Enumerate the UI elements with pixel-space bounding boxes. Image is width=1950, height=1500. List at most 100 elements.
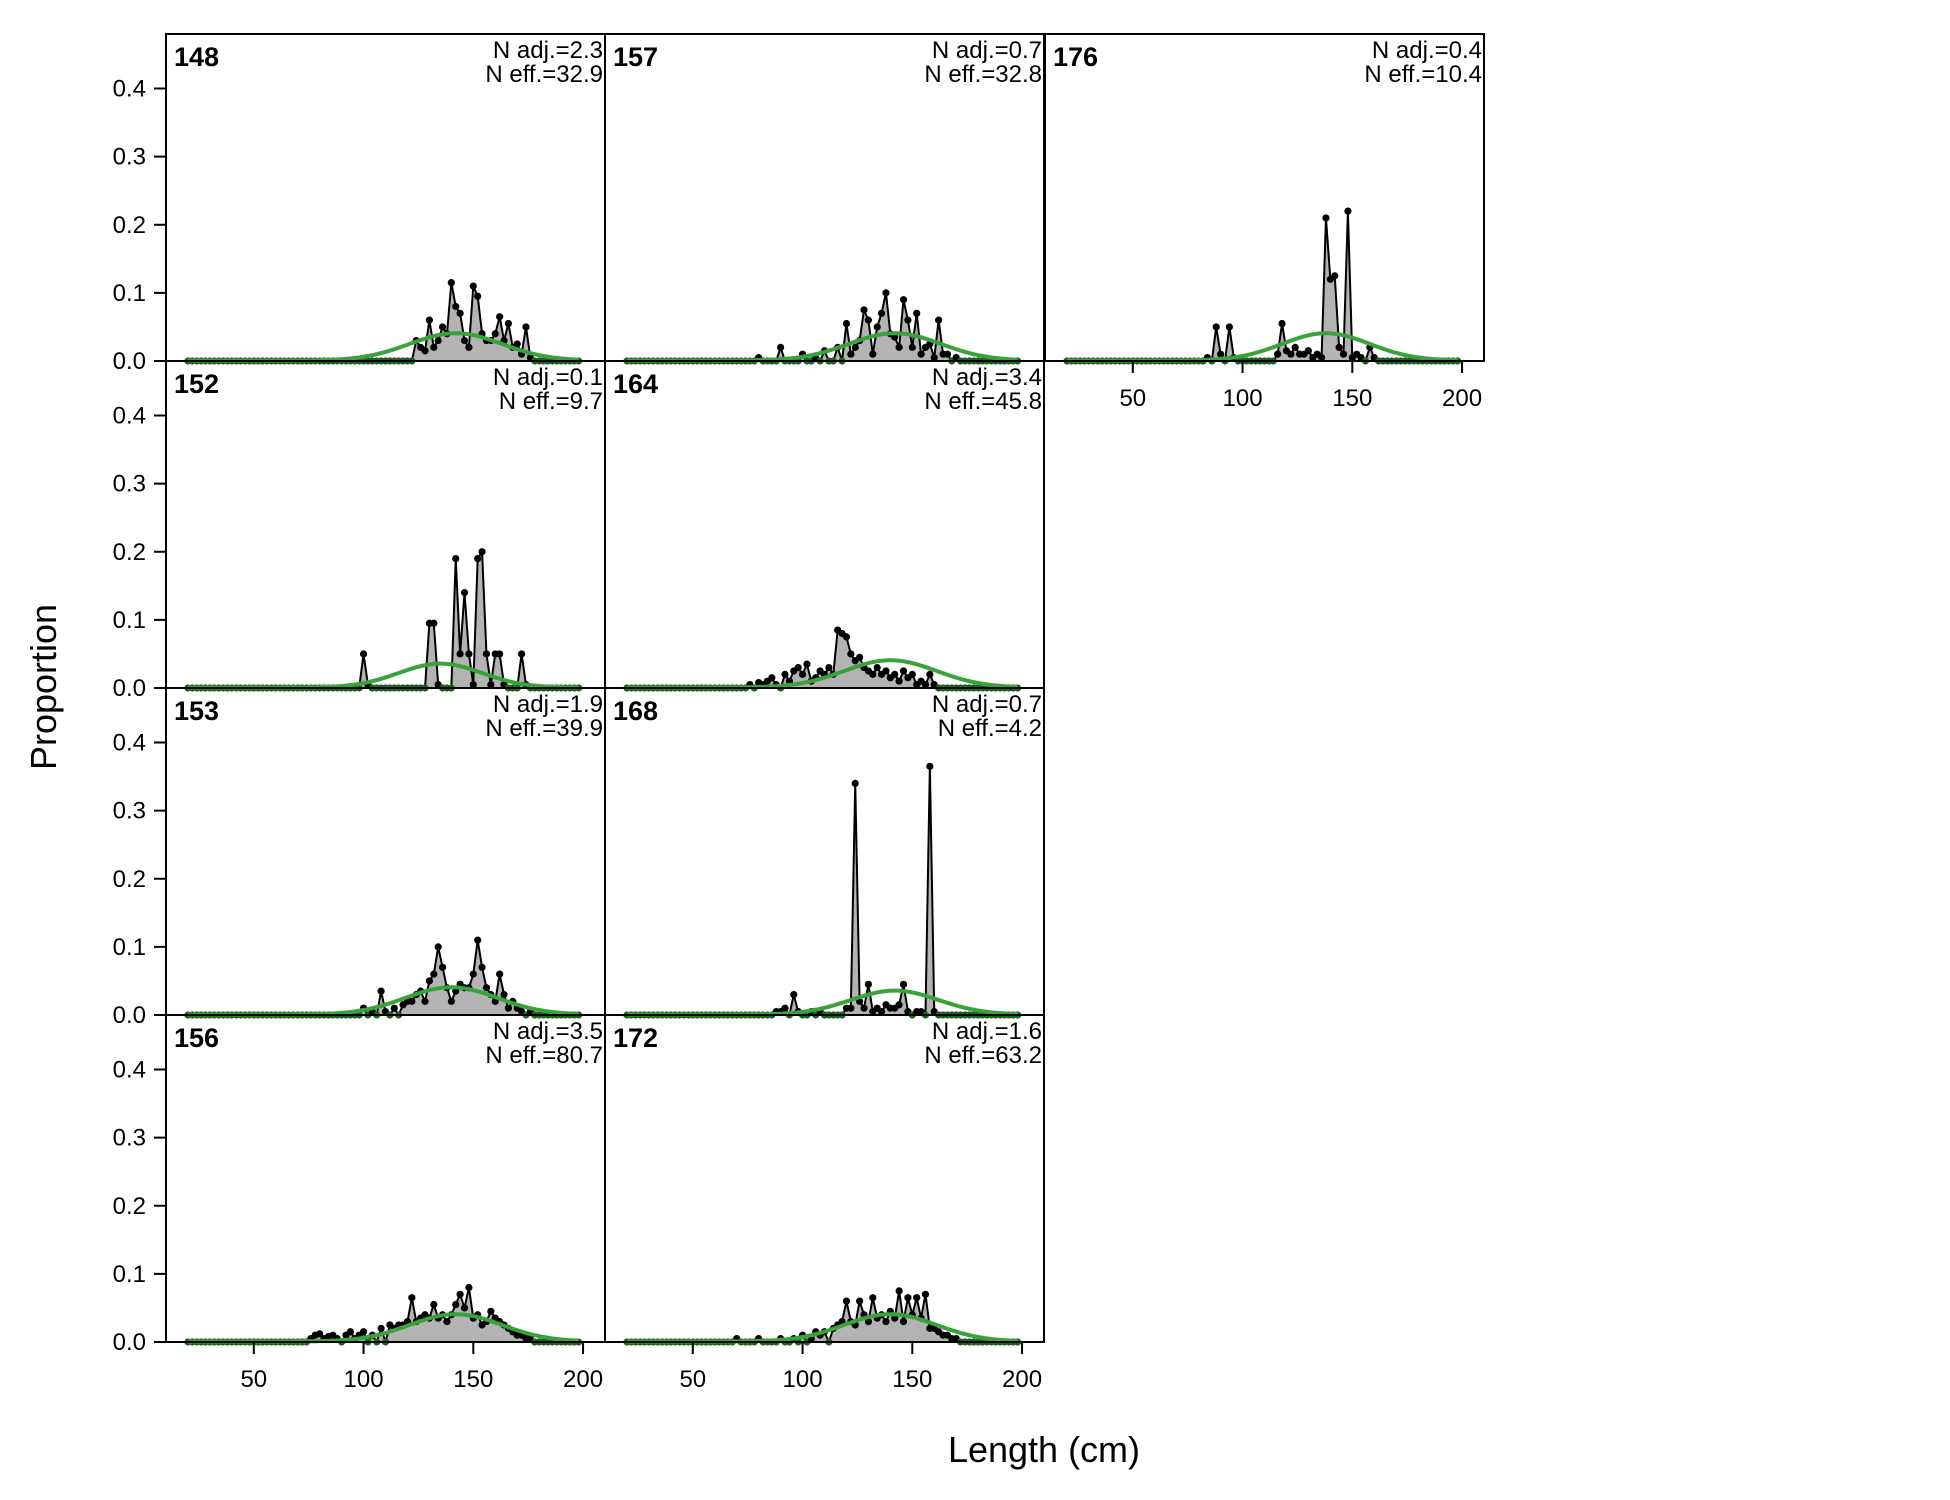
- observed-point: [864, 1317, 873, 1326]
- observed-point: [491, 330, 499, 338]
- y-tick-label: 0.4: [113, 403, 146, 430]
- panel-172: 172 N adj.=1.6N eff.=63.2: [604, 1014, 1045, 1346]
- n-adj-label: N adj.=0.4: [1372, 37, 1482, 64]
- observed-point: [917, 350, 925, 358]
- observed-point: [504, 1004, 513, 1012]
- observed-point: [926, 762, 934, 770]
- n-eff-label: N eff.=10.4: [1364, 61, 1482, 88]
- n-eff-label: N eff.=32.9: [485, 61, 603, 88]
- observed-point: [430, 343, 438, 351]
- observed-point: [487, 680, 495, 689]
- y-tick-label: 0.1: [113, 934, 146, 961]
- observed-point: [904, 316, 912, 324]
- observed-area: [626, 766, 1018, 1015]
- observed-point: [1287, 350, 1295, 358]
- observed-point: [899, 1317, 908, 1326]
- observed-point: [456, 650, 464, 658]
- observed-point: [1304, 347, 1312, 355]
- observed-point: [882, 1317, 890, 1326]
- panel-164: 164 N adj.=3.4N eff.=45.8: [604, 360, 1045, 692]
- observed-point: [842, 633, 851, 641]
- y-tick-label: 0.0: [113, 348, 146, 375]
- x-tick-label: 100: [344, 1366, 384, 1393]
- x-tick-label: 50: [1119, 385, 1146, 412]
- observed-point: [803, 660, 811, 668]
- observed-point: [882, 667, 890, 675]
- observed-point: [913, 309, 921, 317]
- observed-point: [891, 670, 899, 678]
- x-axis-col-2: 50 100 150 200: [679, 1342, 1042, 1393]
- n-adj-label: N adj.=1.6: [932, 1018, 1042, 1045]
- expected-line: [1066, 331, 1458, 363]
- panel-id-label: 168: [613, 696, 658, 726]
- observed-point: [359, 1328, 368, 1336]
- x-axis-title: Length (cm): [948, 1429, 1140, 1470]
- observed-point: [522, 323, 530, 331]
- observed-point: [346, 1328, 354, 1336]
- observed-point: [856, 653, 864, 661]
- observed-point: [496, 313, 504, 321]
- x-tick-label: 200: [563, 1366, 603, 1393]
- observed-point: [452, 302, 460, 311]
- panel-border: [1044, 33, 1485, 362]
- observed-point: [847, 650, 855, 658]
- observed-point: [496, 650, 504, 658]
- observed-point: [425, 977, 433, 985]
- observed-point: [469, 282, 477, 290]
- observed-point: [860, 1004, 868, 1012]
- observed-point: [1212, 323, 1220, 331]
- panel-156: 156 N adj.=3.5N eff.=80.7: [165, 1014, 606, 1346]
- x-tick-label: 150: [1332, 385, 1372, 412]
- observed-area: [187, 551, 579, 688]
- y-tick-label: 0.1: [113, 607, 146, 634]
- n-adj-label: N adj.=1.9: [493, 691, 603, 718]
- observed-point: [851, 779, 859, 787]
- observed-point: [873, 323, 881, 331]
- y-tick-label: 0.0: [113, 675, 146, 702]
- observed-line: [1066, 211, 1458, 364]
- observed-point: [1274, 350, 1282, 358]
- y-axis-row-4: 0.0 0.1 0.2 0.3 0.4: [113, 1057, 166, 1356]
- observed-area: [187, 940, 579, 1015]
- observed-point: [777, 343, 785, 351]
- observed-point: [1344, 207, 1352, 215]
- observed-point: [921, 1290, 930, 1298]
- y-axis-title: Proportion: [23, 604, 64, 770]
- panel-id-label: 172: [613, 1023, 658, 1053]
- y-tick-label: 0.4: [113, 76, 146, 103]
- observed-point: [908, 670, 916, 678]
- observed-point: [513, 340, 521, 348]
- n-eff-label: N eff.=45.8: [924, 388, 1042, 415]
- y-tick-label: 0.1: [113, 280, 146, 307]
- y-tick-label: 0.0: [113, 1329, 146, 1356]
- observed-point: [1291, 343, 1299, 351]
- observed-point: [1217, 350, 1225, 358]
- observed-point: [842, 319, 851, 328]
- observed-point: [482, 984, 491, 992]
- panel-id-label: 176: [1053, 42, 1098, 72]
- y-tick-label: 0.2: [113, 866, 146, 893]
- observed-point: [798, 670, 807, 678]
- observed-point: [895, 343, 903, 351]
- observed-point: [873, 663, 881, 672]
- n-adj-label: N adj.=3.5: [493, 1018, 603, 1045]
- observed-point: [869, 670, 877, 678]
- observed-point: [478, 963, 486, 971]
- observed-point: [899, 980, 908, 988]
- observed-point: [869, 350, 877, 358]
- y-tick-label: 0.4: [113, 1057, 146, 1084]
- observed-point: [856, 1297, 864, 1305]
- observed-point: [465, 343, 473, 351]
- observed-point: [877, 1007, 886, 1016]
- observed-point: [377, 1324, 385, 1332]
- observed-area: [626, 1290, 1018, 1342]
- observed-point: [456, 309, 464, 317]
- observed-point: [1317, 353, 1326, 362]
- panel-border: [604, 1014, 1045, 1343]
- x-tick-label: 200: [1442, 385, 1482, 412]
- observed-area: [1066, 211, 1458, 361]
- n-eff-label: N eff.=63.2: [924, 1042, 1042, 1069]
- observed-point: [908, 343, 916, 351]
- observed-point: [847, 1004, 855, 1012]
